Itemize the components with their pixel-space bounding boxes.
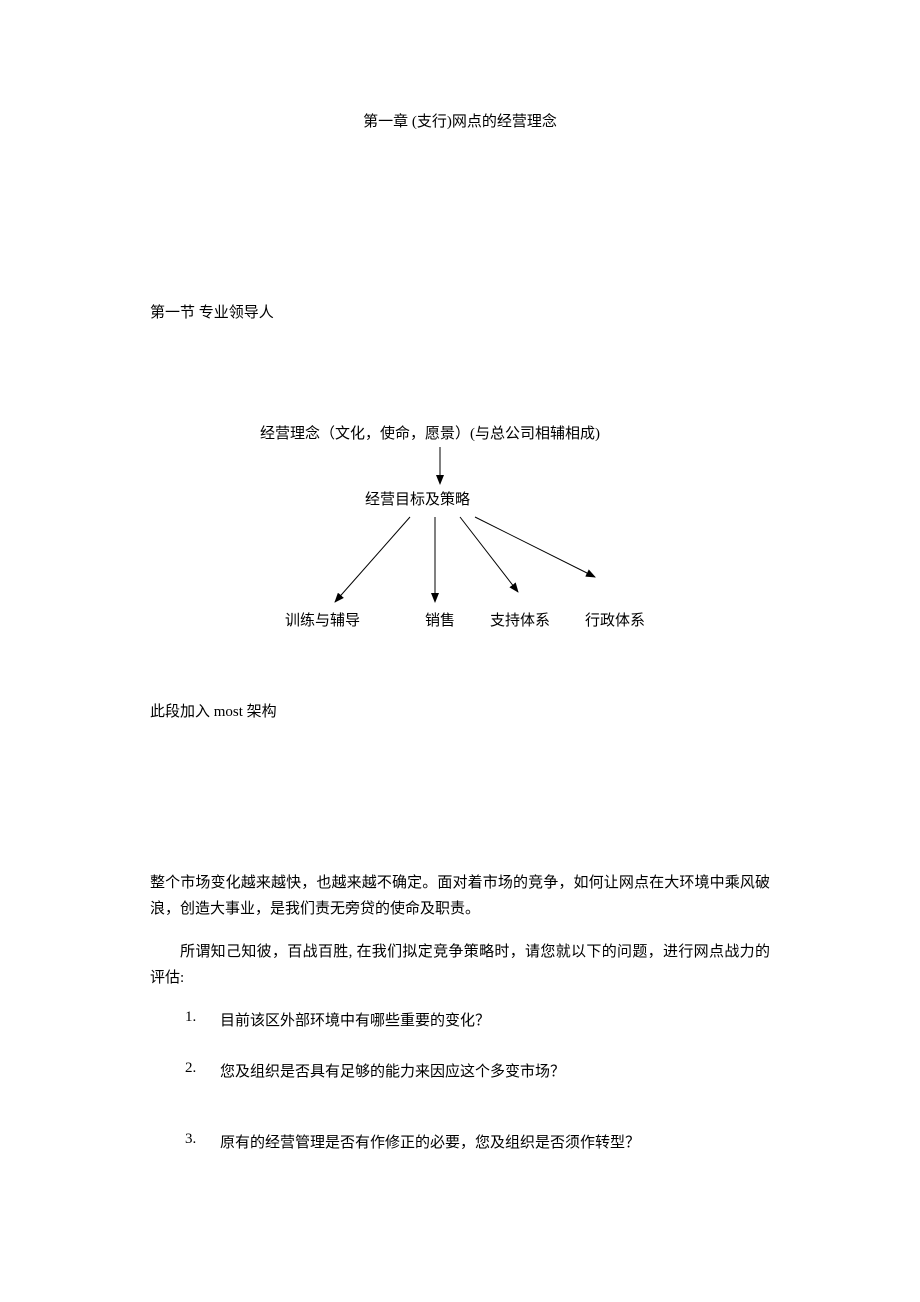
diagram-leaf-sales: 销售	[425, 609, 455, 630]
diagram-middle-node: 经营目标及策略	[260, 488, 770, 509]
note-text: 此段加入 most 架构	[150, 700, 770, 721]
list-item-1: 1. 目前该区外部环境中有哪些重要的变化？	[185, 1009, 770, 1030]
diagram-leaf-support: 支持体系	[490, 609, 550, 630]
paragraph-1: 整个市场变化越来越快，也越来越不确定。面对着市场的竞争，如何让网点在大环境中乘风…	[150, 871, 770, 922]
diagram-leaf-admin: 行政体系	[585, 609, 645, 630]
diagram-leaves: 训练与辅导 销售 支持体系 行政体系	[260, 609, 770, 630]
list-item-3: 3. 原有的经营管理是否有作修正的必要，您及组织是否须作转型？	[185, 1131, 770, 1152]
diagram-arrows	[260, 422, 760, 632]
section-title: 第一节 专业领导人	[150, 301, 770, 322]
paragraph-2: 所谓知己知彼，百战百胜, 在我们拟定竞争策略时，请您就以下的问题，进行网点战力的…	[150, 940, 770, 991]
list-item-2: 2. 您及组织是否具有足够的能力来因应这个多变市场？	[185, 1060, 770, 1081]
list-number-3: 3.	[185, 1131, 205, 1152]
list-number-1: 1.	[185, 1009, 205, 1030]
concept-diagram: 经营理念（文化，使命，愿景）(与总公司相辅相成) 经营目标及策略 训练与辅导 销…	[260, 422, 770, 630]
list-text-1: 目前该区外部环境中有哪些重要的变化？	[220, 1009, 490, 1030]
diagram-top-node: 经营理念（文化，使命，愿景）(与总公司相辅相成)	[260, 422, 770, 443]
list-number-2: 2.	[185, 1060, 205, 1081]
list-text-2: 您及组织是否具有足够的能力来因应这个多变市场？	[220, 1060, 565, 1081]
chapter-title: 第一章 (支行)网点的经营理念	[150, 110, 770, 131]
question-list: 1. 目前该区外部环境中有哪些重要的变化？ 2. 您及组织是否具有足够的能力来因…	[185, 1009, 770, 1152]
list-text-3: 原有的经营管理是否有作修正的必要，您及组织是否须作转型？	[220, 1131, 640, 1152]
diagram-leaf-training: 训练与辅导	[285, 609, 360, 630]
